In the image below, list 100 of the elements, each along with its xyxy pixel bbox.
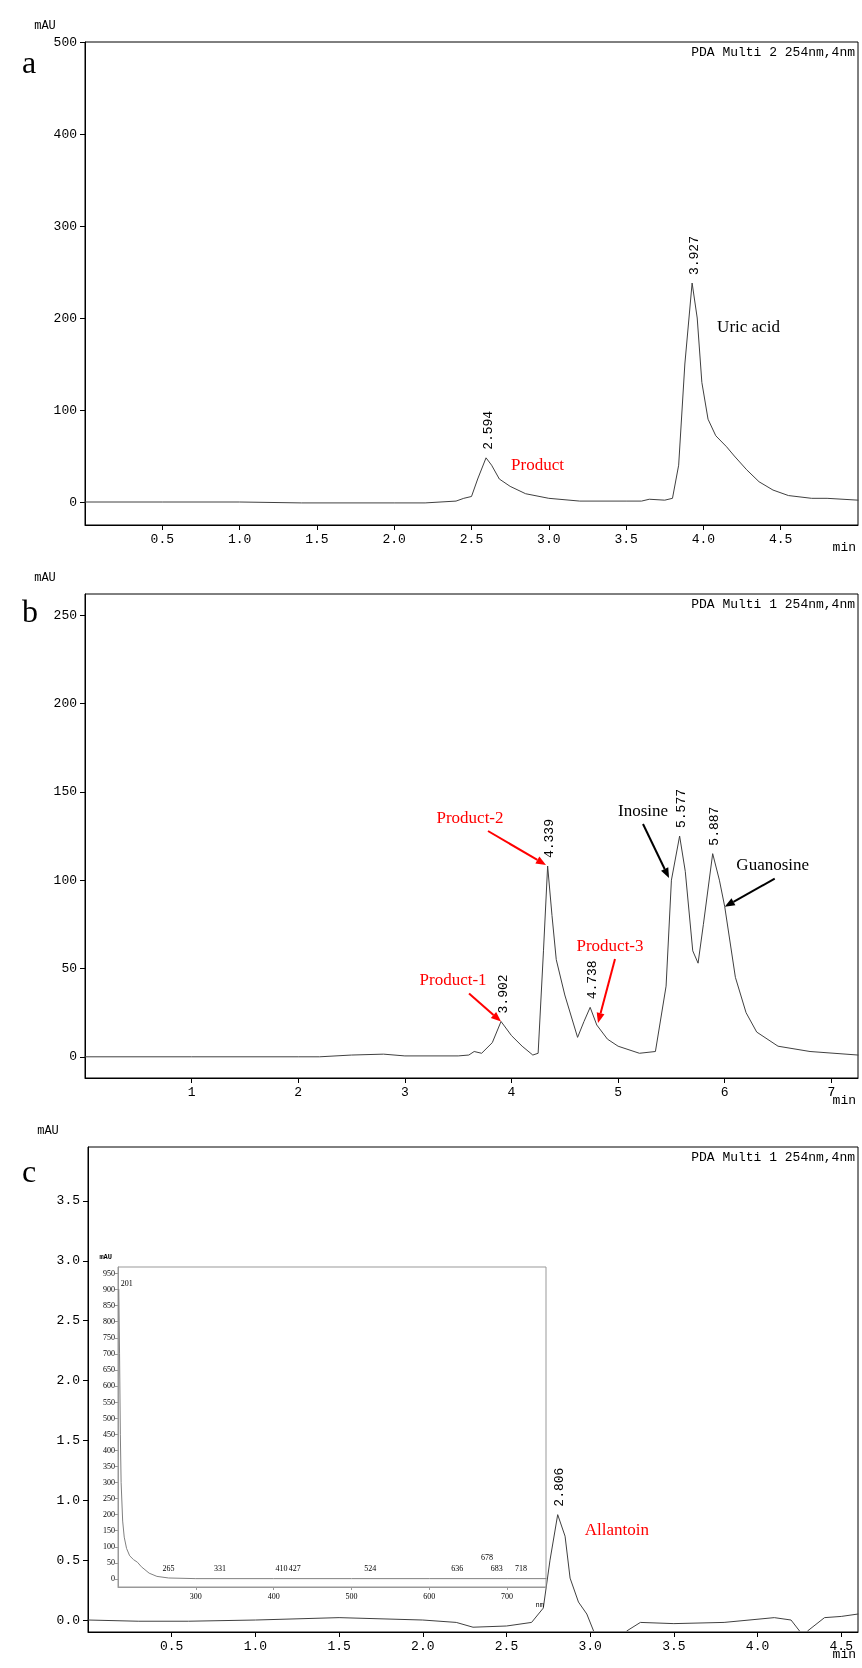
x-tick-label: 1.0	[243, 1639, 268, 1654]
annotation: 3.902	[495, 974, 511, 1014]
x-axis-title: min	[832, 1092, 856, 1108]
x-axis-title: min	[832, 539, 856, 555]
y-tick-label: 950	[103, 1268, 115, 1278]
y-tick-label: 300	[103, 1477, 115, 1487]
y-tick-label: 900	[103, 1285, 115, 1295]
x-tick-label: 300	[189, 1591, 202, 1601]
annotation: 524	[364, 1564, 377, 1574]
annotation: 678	[480, 1553, 493, 1563]
y-tick-label: 0	[69, 494, 77, 510]
y-tick-label: 300	[53, 218, 77, 234]
y-tick-label: 2.0	[56, 1373, 80, 1389]
x-tick-label: 2	[294, 1085, 303, 1100]
annotation: 4.339	[542, 819, 558, 859]
text: a	[22, 44, 37, 80]
y-tick-label: 100	[53, 402, 77, 418]
y-tick-label: 850	[103, 1301, 115, 1311]
x-tick-label: 3.0	[537, 532, 561, 547]
annotation: 427	[288, 1564, 301, 1574]
x-tick-label: 1.5	[305, 532, 329, 547]
annotation: PDA Multi 1 254nm,4nm	[691, 596, 856, 612]
y-tick-label: 200	[53, 310, 77, 326]
y-tick-label: 150	[53, 784, 77, 800]
x-tick-label: 3.5	[614, 532, 638, 547]
x-tick-label: 2.5	[459, 532, 484, 547]
x-tick-label: 2.5	[494, 1639, 519, 1654]
y-tick-label: 500	[53, 34, 77, 50]
y-tick-label: 200	[53, 696, 77, 712]
x-tick-label: 700	[501, 1591, 514, 1601]
y-tick-label: 3.0	[56, 1253, 80, 1269]
x-tick-label: 4	[507, 1085, 516, 1100]
annotation: PDA Multi 1 254nm,4nm	[691, 1149, 856, 1165]
x-tick-label: 2.0	[411, 1639, 435, 1654]
annotation: Product	[511, 455, 565, 475]
y-tick-label: 50	[61, 960, 77, 976]
y-tick-label: 250	[103, 1494, 115, 1504]
y-tick-label: 750	[103, 1333, 115, 1343]
annotation: 265	[162, 1564, 175, 1574]
annotation: 3.927	[686, 236, 702, 276]
y-tick-label: 650	[103, 1365, 115, 1375]
annotation: 4.738	[584, 960, 600, 1000]
y-tick-label: 800	[103, 1317, 115, 1327]
x-tick-label: 3	[400, 1085, 409, 1100]
y-tick-label: 150	[103, 1526, 115, 1536]
x-tick-label: 0.5	[159, 1639, 184, 1654]
x-tick-label: 1	[187, 1085, 196, 1100]
x-tick-label: 4.5	[769, 532, 793, 547]
x-tick-label: 600	[423, 1591, 436, 1601]
annotation: 636	[451, 1564, 464, 1574]
y-tick-label: 200	[103, 1510, 115, 1520]
y-tick-label: 0.5	[56, 1552, 80, 1568]
annotation: 5.887	[707, 806, 723, 846]
annotation: Product-1	[419, 969, 487, 989]
x-tick-label: 400	[267, 1591, 280, 1601]
y-tick-label: 400	[53, 126, 77, 142]
x-tick-label: 4.0	[745, 1639, 770, 1654]
x-tick-label: 1.0	[227, 532, 252, 547]
x-tick-label: 4.0	[691, 532, 716, 547]
y-tick-label: 350	[103, 1461, 115, 1471]
annotation: PDA Multi 2 254nm,4nm	[691, 44, 856, 60]
y-tick-label: 0.0	[56, 1612, 80, 1628]
x-tick-label: 5	[614, 1085, 623, 1100]
text: b	[22, 593, 38, 629]
y-tick-label: 3.5	[56, 1193, 80, 1209]
x-tick-label: 2.0	[382, 532, 406, 547]
y-axis-title: mAU	[34, 19, 56, 33]
y-tick-label: 2.5	[56, 1313, 80, 1329]
annotation: 331	[213, 1564, 226, 1574]
annotation: Guanosine	[736, 855, 810, 875]
annotation: Product-3	[576, 935, 644, 955]
y-tick-label: 400	[103, 1445, 115, 1455]
y-tick-label: 0	[69, 1049, 77, 1065]
y-tick-label: 1.5	[56, 1432, 80, 1448]
y-tick-label: 550	[103, 1397, 115, 1407]
annotation: Inosine	[617, 800, 669, 820]
annotation: Uric acid	[717, 316, 781, 336]
y-tick-label: 600	[103, 1381, 115, 1391]
x-tick-label: 3.5	[662, 1639, 686, 1654]
y-tick-label: 0	[111, 1574, 115, 1584]
y-tick-label: 1.0	[56, 1492, 80, 1508]
x-tick-label: 1.5	[327, 1639, 351, 1654]
y-tick-label: 700	[103, 1349, 115, 1359]
annotation: 2.806	[552, 1467, 568, 1507]
x-tick-label: 0.5	[150, 532, 174, 547]
annotation: 2.594	[480, 410, 496, 450]
y-tick-label: 50	[107, 1558, 115, 1568]
y-tick-label: 250	[53, 607, 77, 623]
annotation: 718	[515, 1564, 528, 1574]
annotation: Allantoin	[584, 1520, 650, 1540]
text: c	[22, 1153, 37, 1189]
y-tick-label: 100	[103, 1542, 115, 1552]
x-tick-label: 3.0	[578, 1639, 602, 1654]
x-tick-label: 6	[720, 1085, 729, 1100]
annotation: 683	[490, 1564, 503, 1574]
x-tick-label: 500	[345, 1591, 358, 1601]
y-axis-title: mAU	[34, 571, 56, 585]
annotation: 410	[275, 1564, 288, 1574]
annotation: 201	[120, 1279, 133, 1289]
annotation: 5.577	[674, 788, 690, 828]
